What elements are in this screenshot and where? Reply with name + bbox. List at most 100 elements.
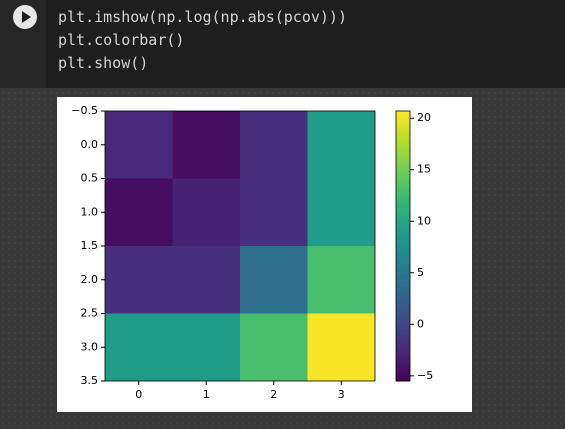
colorbar-step	[396, 208, 410, 212]
colorbar-step	[396, 316, 410, 320]
code-line: plt.colorbar()	[58, 31, 185, 49]
colorbar-step	[396, 345, 410, 350]
colorbar-step	[396, 189, 410, 193]
colorbar-step	[396, 138, 410, 142]
y-tick-label: 2.5	[81, 307, 99, 320]
colorbar-step	[396, 129, 410, 134]
colorbar-step	[396, 186, 410, 190]
x-tick-label: 3	[338, 388, 345, 401]
colorbar-step	[396, 151, 410, 155]
colorbar-step	[396, 197, 410, 201]
colorbar-step	[396, 146, 410, 150]
colorbar-step	[396, 278, 410, 282]
colorbar-step	[396, 305, 410, 309]
colorbar-step	[396, 327, 410, 331]
colorbar-step	[396, 178, 410, 182]
heat-cell	[307, 246, 375, 314]
colorbar-step	[396, 205, 410, 209]
colorbar-step	[396, 243, 410, 247]
colorbar-step	[396, 148, 410, 152]
colorbar-tick-label: 5	[417, 266, 424, 279]
colorbar-tick-label: 10	[417, 214, 431, 227]
colorbar-step	[396, 143, 410, 147]
heat-cell	[172, 178, 240, 246]
colorbar-tick-label: 20	[417, 111, 431, 124]
colorbar-step	[396, 364, 410, 368]
colorbar-step	[396, 213, 410, 217]
heat-cell	[172, 313, 240, 381]
colorbar-step	[396, 286, 410, 290]
heat-cell	[240, 313, 308, 381]
colorbar-step	[396, 275, 410, 279]
colorbar-step	[396, 370, 410, 374]
colorbar-step	[396, 321, 410, 325]
heat-cell	[105, 313, 173, 381]
colorbar-step	[396, 308, 410, 312]
colorbar-step	[396, 294, 410, 298]
colorbar-step	[396, 256, 410, 260]
colorbar-step	[396, 270, 410, 274]
colorbar-step	[396, 162, 410, 166]
colorbar-step	[396, 267, 410, 271]
run-button[interactable]	[13, 5, 37, 29]
colorbar-step	[396, 173, 410, 177]
colorbar-step	[396, 181, 410, 185]
colorbar-step	[396, 219, 410, 223]
colorbar-step	[396, 302, 410, 306]
colorbar-step	[396, 135, 410, 139]
colorbar-step	[396, 310, 410, 314]
x-tick-label: 2	[270, 388, 277, 401]
y-tick-label: 0.0	[81, 138, 99, 151]
colorbar-step	[396, 362, 410, 366]
y-tick-label: 1.5	[81, 239, 99, 252]
colorbar-step	[396, 192, 410, 196]
heat-cell	[307, 111, 375, 179]
colorbar-step	[396, 200, 410, 204]
heat-cell	[307, 313, 375, 381]
colorbar-step	[396, 348, 410, 352]
heat-cell	[240, 111, 308, 179]
colorbar-step	[396, 127, 410, 131]
colorbar-step	[396, 246, 410, 250]
colorbar-step	[396, 300, 410, 304]
colorbar-step	[396, 273, 410, 277]
colorbar-step	[396, 248, 410, 252]
colorbar-step	[396, 119, 410, 123]
colorbar-step	[396, 165, 410, 169]
colorbar-step	[396, 283, 410, 287]
colorbar-step	[396, 210, 410, 215]
colorbar-step	[396, 229, 410, 233]
colorbar-step	[396, 251, 410, 255]
colorbar-step	[396, 216, 410, 220]
colorbar-step	[396, 359, 410, 363]
heat-cell	[105, 178, 173, 246]
colorbar-step	[396, 113, 410, 117]
y-tick-label: 3.0	[81, 340, 99, 353]
colorbar-step	[396, 332, 410, 336]
colorbar-tick-label: −5	[417, 369, 433, 382]
colorbar-step	[396, 313, 410, 317]
colorbar-step	[396, 318, 410, 323]
colorbar-step	[396, 337, 410, 341]
colorbar-step	[396, 221, 410, 225]
code-line: plt.show()	[58, 54, 149, 72]
heat-cell	[240, 246, 308, 314]
colorbar-step	[396, 132, 410, 136]
colorbar-step	[396, 159, 410, 163]
colorbar-step	[396, 111, 410, 115]
colorbar-step	[396, 367, 410, 371]
colorbar-step	[396, 297, 410, 301]
colorbar-step	[396, 335, 410, 339]
heat-cell	[240, 178, 308, 246]
colorbar-tick-label: 0	[417, 317, 424, 330]
code-line: plt.imshow(np.log(np.abs(pcov)))	[58, 8, 347, 26]
y-tick-label: 3.5	[81, 374, 99, 387]
colorbar-step	[396, 156, 410, 161]
heat-cell	[307, 178, 375, 246]
colorbar-step	[396, 281, 410, 285]
colorbar-frame	[395, 110, 411, 382]
colorbar-step	[396, 354, 410, 358]
colorbar-step	[396, 140, 410, 144]
colorbar-step	[396, 235, 410, 239]
colorbar-step	[396, 289, 410, 293]
